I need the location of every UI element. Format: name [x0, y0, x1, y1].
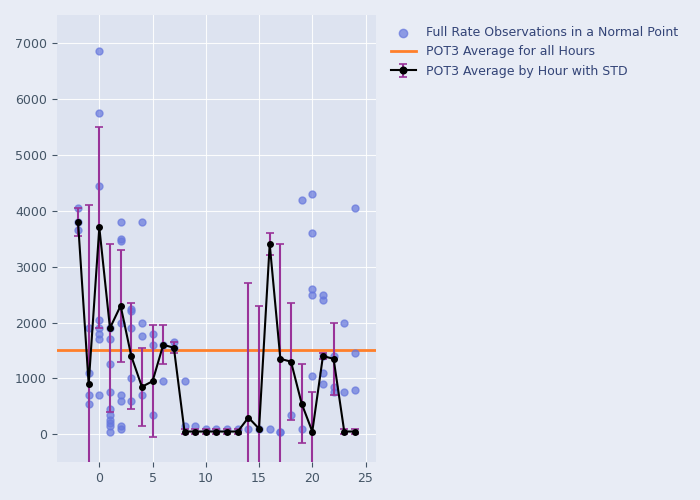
- Full Rate Observations in a Normal Point: [349, 350, 360, 358]
- Full Rate Observations in a Normal Point: [94, 48, 105, 56]
- Full Rate Observations in a Normal Point: [104, 388, 116, 396]
- Legend: Full Rate Observations in a Normal Point, POT3 Average for all Hours, POT3 Avera: Full Rate Observations in a Normal Point…: [386, 21, 682, 82]
- Full Rate Observations in a Normal Point: [232, 424, 244, 432]
- Full Rate Observations in a Normal Point: [94, 324, 105, 332]
- Full Rate Observations in a Normal Point: [158, 377, 169, 385]
- Full Rate Observations in a Normal Point: [83, 324, 94, 332]
- Full Rate Observations in a Normal Point: [200, 424, 211, 432]
- Full Rate Observations in a Normal Point: [104, 336, 116, 344]
- Full Rate Observations in a Normal Point: [296, 196, 307, 203]
- Full Rate Observations in a Normal Point: [275, 428, 286, 436]
- Full Rate Observations in a Normal Point: [126, 304, 137, 312]
- Full Rate Observations in a Normal Point: [147, 411, 158, 419]
- Full Rate Observations in a Normal Point: [349, 204, 360, 212]
- Full Rate Observations in a Normal Point: [328, 383, 339, 391]
- Full Rate Observations in a Normal Point: [307, 285, 318, 293]
- Full Rate Observations in a Normal Point: [136, 218, 148, 226]
- Full Rate Observations in a Normal Point: [104, 405, 116, 413]
- Full Rate Observations in a Normal Point: [168, 338, 179, 346]
- Full Rate Observations in a Normal Point: [317, 290, 328, 298]
- Full Rate Observations in a Normal Point: [115, 238, 126, 246]
- Full Rate Observations in a Normal Point: [179, 422, 190, 430]
- Full Rate Observations in a Normal Point: [115, 234, 126, 242]
- Full Rate Observations in a Normal Point: [94, 109, 105, 117]
- Full Rate Observations in a Normal Point: [136, 391, 148, 399]
- Full Rate Observations in a Normal Point: [243, 424, 254, 432]
- Full Rate Observations in a Normal Point: [72, 218, 83, 226]
- Full Rate Observations in a Normal Point: [317, 296, 328, 304]
- Full Rate Observations in a Normal Point: [253, 424, 265, 432]
- Full Rate Observations in a Normal Point: [211, 424, 222, 432]
- Full Rate Observations in a Normal Point: [286, 411, 297, 419]
- Full Rate Observations in a Normal Point: [147, 341, 158, 349]
- Full Rate Observations in a Normal Point: [94, 182, 105, 190]
- Full Rate Observations in a Normal Point: [115, 218, 126, 226]
- Full Rate Observations in a Normal Point: [104, 324, 116, 332]
- Full Rate Observations in a Normal Point: [136, 318, 148, 326]
- Full Rate Observations in a Normal Point: [126, 308, 137, 316]
- Full Rate Observations in a Normal Point: [307, 290, 318, 298]
- Full Rate Observations in a Normal Point: [328, 352, 339, 360]
- Full Rate Observations in a Normal Point: [317, 352, 328, 360]
- Full Rate Observations in a Normal Point: [115, 422, 126, 430]
- Full Rate Observations in a Normal Point: [275, 428, 286, 436]
- Full Rate Observations in a Normal Point: [136, 332, 148, 340]
- Full Rate Observations in a Normal Point: [115, 397, 126, 405]
- POT3 Average for all Hours: [106, 348, 114, 354]
- Full Rate Observations in a Normal Point: [94, 391, 105, 399]
- Full Rate Observations in a Normal Point: [115, 424, 126, 432]
- Full Rate Observations in a Normal Point: [307, 372, 318, 380]
- Full Rate Observations in a Normal Point: [104, 428, 116, 436]
- Full Rate Observations in a Normal Point: [126, 374, 137, 382]
- Full Rate Observations in a Normal Point: [147, 330, 158, 338]
- Full Rate Observations in a Normal Point: [328, 388, 339, 396]
- Full Rate Observations in a Normal Point: [339, 318, 350, 326]
- Full Rate Observations in a Normal Point: [104, 416, 116, 424]
- Full Rate Observations in a Normal Point: [94, 336, 105, 344]
- POT3 Average for all Hours: [95, 348, 104, 354]
- Full Rate Observations in a Normal Point: [349, 386, 360, 394]
- Full Rate Observations in a Normal Point: [104, 411, 116, 419]
- Full Rate Observations in a Normal Point: [72, 204, 83, 212]
- Full Rate Observations in a Normal Point: [104, 419, 116, 427]
- Full Rate Observations in a Normal Point: [158, 341, 169, 349]
- Full Rate Observations in a Normal Point: [317, 380, 328, 388]
- Full Rate Observations in a Normal Point: [264, 424, 275, 432]
- Full Rate Observations in a Normal Point: [94, 330, 105, 338]
- Full Rate Observations in a Normal Point: [339, 388, 350, 396]
- Full Rate Observations in a Normal Point: [72, 226, 83, 234]
- Full Rate Observations in a Normal Point: [126, 324, 137, 332]
- Full Rate Observations in a Normal Point: [83, 400, 94, 407]
- Full Rate Observations in a Normal Point: [83, 369, 94, 377]
- Full Rate Observations in a Normal Point: [104, 422, 116, 430]
- Full Rate Observations in a Normal Point: [115, 318, 126, 326]
- Full Rate Observations in a Normal Point: [221, 424, 232, 432]
- Full Rate Observations in a Normal Point: [179, 377, 190, 385]
- Full Rate Observations in a Normal Point: [296, 424, 307, 432]
- Full Rate Observations in a Normal Point: [307, 190, 318, 198]
- Full Rate Observations in a Normal Point: [104, 360, 116, 368]
- Full Rate Observations in a Normal Point: [115, 391, 126, 399]
- Full Rate Observations in a Normal Point: [83, 391, 94, 399]
- Full Rate Observations in a Normal Point: [168, 344, 179, 351]
- Full Rate Observations in a Normal Point: [94, 316, 105, 324]
- Full Rate Observations in a Normal Point: [317, 369, 328, 377]
- Full Rate Observations in a Normal Point: [307, 229, 318, 237]
- Full Rate Observations in a Normal Point: [126, 397, 137, 405]
- Full Rate Observations in a Normal Point: [190, 422, 201, 430]
